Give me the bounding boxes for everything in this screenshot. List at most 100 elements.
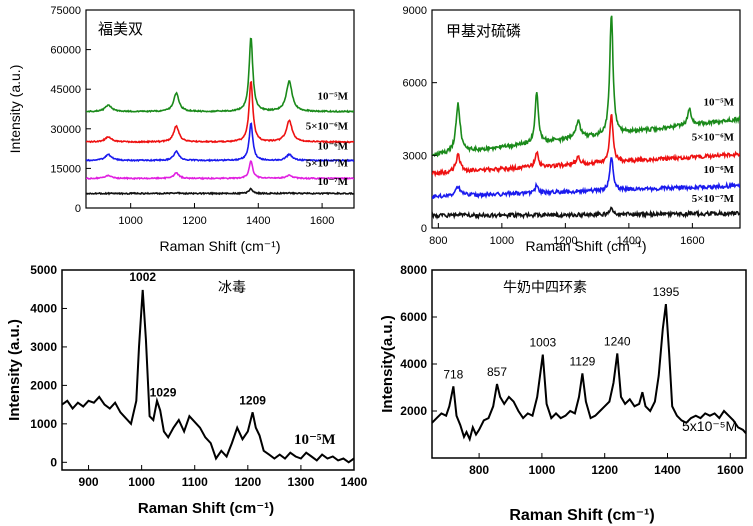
series-line-2 bbox=[432, 157, 740, 200]
x-tick-label: 1600 bbox=[680, 235, 704, 247]
annotation-concentration: 5x10⁻⁵M bbox=[682, 418, 737, 434]
x-axis-label: Raman Shift (cm⁻¹) bbox=[138, 500, 274, 517]
series-line-0 bbox=[432, 303, 746, 443]
x-tick-label: 1200 bbox=[182, 215, 206, 227]
panel-tetracycline-in-milk: 牛奶中四环素 5x10⁻⁵M Raman Shift (cm⁻¹) Intens… bbox=[379, 263, 747, 524]
annotation-concentration: 10⁻⁵M bbox=[294, 432, 336, 448]
peak-labels: 718 857 1003 1129 1240 1395 bbox=[443, 285, 679, 381]
series-label-3: 5×10⁻⁷M bbox=[692, 193, 735, 205]
series-label-2: 10⁻⁶M bbox=[704, 164, 735, 176]
chart-title: 冰毒 bbox=[218, 279, 246, 295]
series-labels: 10⁻⁵M 5×10⁻⁶M 10⁻⁶M 5×10⁻⁷M 10⁻⁷M bbox=[306, 90, 349, 188]
x-tick-label: 1400 bbox=[617, 235, 641, 247]
series-line-1 bbox=[86, 80, 354, 144]
x-tick-label: 800 bbox=[469, 463, 489, 477]
y-ticks: 0 3000 6000 9000 bbox=[403, 5, 437, 235]
x-tick-label: 800 bbox=[429, 235, 447, 247]
series-line-4 bbox=[86, 187, 354, 196]
x-axis-label: Raman Shift (cm⁻¹) bbox=[509, 507, 654, 524]
y-tick-label: 6000 bbox=[400, 310, 427, 324]
y-axis-label: Intensity(a.u.) bbox=[379, 315, 396, 413]
x-tick-label: 1000 bbox=[118, 215, 142, 227]
y-tick-label: 30000 bbox=[50, 124, 81, 136]
y-ticks: 2000 4000 6000 8000 bbox=[400, 263, 437, 418]
chart-title: 甲基对硫磷 bbox=[446, 23, 521, 40]
y-tick-label: 2000 bbox=[400, 404, 427, 418]
y-tick-label: 8000 bbox=[400, 263, 427, 277]
y-tick-label: 6000 bbox=[403, 78, 427, 90]
series-line-3 bbox=[86, 160, 354, 181]
series-label-2: 10⁻⁶M bbox=[318, 140, 349, 152]
plot-frame bbox=[85, 9, 355, 209]
peak-label: 1209 bbox=[239, 393, 266, 407]
series-line-0 bbox=[86, 37, 354, 113]
series-line-2 bbox=[86, 122, 354, 163]
series-line-3 bbox=[432, 206, 740, 220]
peak-label: 857 bbox=[487, 365, 507, 379]
y-tick-label: 15000 bbox=[50, 163, 81, 175]
x-tick-label: 1400 bbox=[341, 475, 368, 489]
y-tick-label: 3000 bbox=[30, 340, 57, 354]
series-label-0: 10⁻⁵M bbox=[318, 90, 349, 102]
y-tick-label: 45000 bbox=[50, 84, 81, 96]
y-ticks: 0 1000 2000 3000 4000 5000 bbox=[30, 263, 67, 469]
series-layer bbox=[86, 37, 354, 196]
y-axis-label: Intensity (a.u.) bbox=[6, 319, 23, 421]
x-tick-label: 1300 bbox=[288, 475, 315, 489]
x-ticks: 800 1000 1200 1400 1600 bbox=[469, 453, 744, 477]
peak-labels: 1002 1029 1209 bbox=[129, 270, 266, 407]
series-label-1: 5×10⁻⁶M bbox=[306, 121, 349, 133]
series-layer bbox=[432, 303, 746, 443]
plot-frame bbox=[61, 269, 355, 471]
series-line-0 bbox=[62, 289, 354, 464]
y-tick-label: 0 bbox=[75, 203, 81, 215]
x-tick-label: 1000 bbox=[128, 475, 155, 489]
peak-label: 1002 bbox=[129, 270, 156, 284]
series-label-4: 10⁻⁷M bbox=[318, 176, 349, 188]
y-tick-label: 0 bbox=[50, 455, 57, 469]
y-tick-label: 5000 bbox=[30, 263, 57, 277]
panel-methyl-parathion: 甲基对硫磷 Raman Shift (cm⁻¹) 800 1000 1200 1400… bbox=[403, 5, 741, 254]
x-tick-label: 1400 bbox=[654, 463, 681, 477]
peak-label: 1029 bbox=[150, 386, 177, 400]
y-tick-label: 4000 bbox=[400, 357, 427, 371]
x-tick-label: 1100 bbox=[182, 475, 208, 489]
x-ticks: 900 1000 1100 1200 1300 1400 bbox=[79, 465, 368, 489]
x-tick-label: 1600 bbox=[310, 215, 334, 227]
series-layer bbox=[432, 15, 740, 220]
series-labels: 10⁻⁵M 5×10⁻⁶M 10⁻⁶M 5×10⁻⁷M bbox=[692, 97, 735, 205]
y-tick-label: 2000 bbox=[30, 378, 57, 392]
peak-label: 718 bbox=[443, 367, 463, 381]
x-tick-label: 900 bbox=[79, 475, 99, 489]
series-label-1: 5×10⁻⁶M bbox=[692, 131, 735, 143]
x-axis-label: Raman Shift (cm⁻¹) bbox=[526, 238, 647, 254]
peak-label: 1395 bbox=[653, 285, 680, 299]
y-ticks: 0 15000 30000 45000 60000 75000 bbox=[50, 5, 91, 215]
panel-methamphetamine: 冰毒 10⁻⁵M Raman Shift (cm⁻¹) Intensity (a… bbox=[6, 263, 368, 517]
x-ticks: 800 1000 1200 1400 1600 bbox=[429, 223, 705, 247]
x-tick-label: 1400 bbox=[246, 215, 270, 227]
peak-label: 1003 bbox=[529, 336, 556, 350]
series-line-1 bbox=[432, 113, 740, 178]
y-axis-label: Intensity (a.u.) bbox=[7, 65, 23, 154]
y-tick-label: 0 bbox=[421, 223, 427, 235]
y-tick-label: 60000 bbox=[50, 45, 81, 57]
y-tick-label: 1000 bbox=[30, 417, 57, 431]
x-tick-label: 1200 bbox=[591, 463, 618, 477]
x-tick-label: 1000 bbox=[490, 235, 514, 247]
x-tick-label: 1200 bbox=[234, 475, 261, 489]
y-tick-label: 4000 bbox=[30, 301, 57, 315]
panel-thiram: 福美双 Raman Shift (cm⁻¹) Intensity (a.u.) … bbox=[7, 5, 355, 254]
x-tick-label: 1200 bbox=[553, 235, 577, 247]
series-line-0 bbox=[432, 15, 740, 158]
y-tick-label: 9000 bbox=[403, 5, 427, 17]
peak-label: 1240 bbox=[604, 334, 631, 348]
x-tick-label: 1600 bbox=[717, 463, 744, 477]
y-tick-label: 3000 bbox=[403, 150, 427, 162]
series-label-0: 10⁻⁵M bbox=[704, 97, 735, 109]
x-ticks: 1000 1200 1400 1600 bbox=[118, 203, 334, 227]
series-label-3: 5×10⁻⁷M bbox=[306, 157, 349, 169]
chart-title: 福美双 bbox=[98, 21, 143, 38]
x-tick-label: 1000 bbox=[529, 463, 556, 477]
